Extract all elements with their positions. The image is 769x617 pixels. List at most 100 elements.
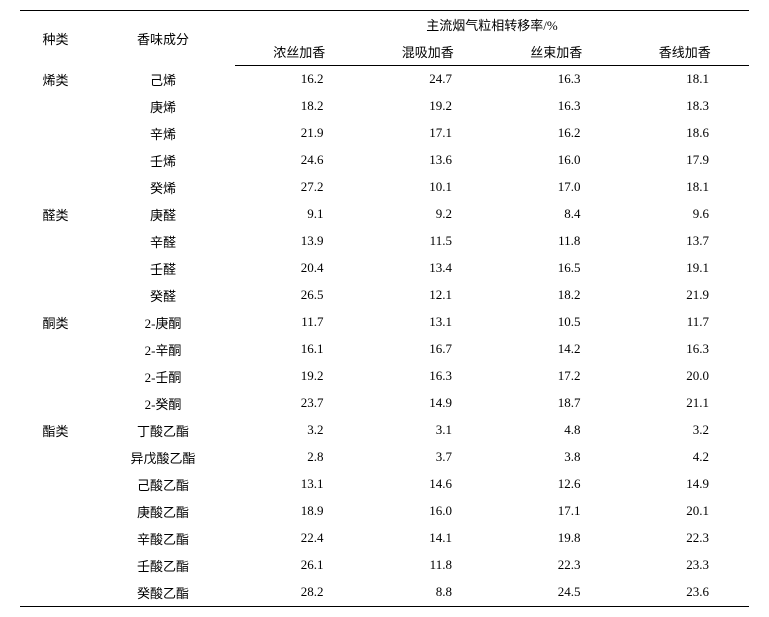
cell-v4: 4.2: [620, 444, 749, 471]
cell-v4: 20.0: [620, 363, 749, 390]
cell-v4: 21.1: [620, 390, 749, 417]
cell-v3: 8.4: [492, 201, 620, 228]
cell-v4: 22.3: [620, 525, 749, 552]
cell-v4: 16.3: [620, 336, 749, 363]
cell-v1: 13.1: [235, 471, 363, 498]
cell-v1: 18.2: [235, 93, 363, 120]
cell-v1: 16.1: [235, 336, 363, 363]
cell-category: 酯类: [20, 417, 91, 444]
table-row: 己酸乙酯13.114.612.614.9: [20, 471, 749, 498]
col-sub3-header: 丝束加香: [492, 38, 620, 66]
cell-v2: 14.9: [363, 390, 491, 417]
cell-v1: 2.8: [235, 444, 363, 471]
cell-v4: 18.1: [620, 66, 749, 93]
cell-v4: 14.9: [620, 471, 749, 498]
cell-v2: 14.6: [363, 471, 491, 498]
table-row: 庚烯18.219.216.318.3: [20, 93, 749, 120]
transfer-rate-table: 种类 香味成分 主流烟气粒相转移率/% 浓丝加香 混吸加香 丝束加香 香线加香 …: [20, 10, 749, 607]
cell-v1: 16.2: [235, 66, 363, 93]
table-row: 壬醛20.413.416.519.1: [20, 255, 749, 282]
cell-v4: 18.3: [620, 93, 749, 120]
cell-category: [20, 255, 91, 282]
cell-v4: 13.7: [620, 228, 749, 255]
cell-component: 2-壬酮: [91, 363, 235, 390]
cell-v4: 17.9: [620, 147, 749, 174]
cell-v2: 10.1: [363, 174, 491, 201]
cell-v3: 17.0: [492, 174, 620, 201]
table-row: 辛烯21.917.116.218.6: [20, 120, 749, 147]
cell-v2: 3.1: [363, 417, 491, 444]
cell-category: 烯类: [20, 66, 91, 93]
cell-category: [20, 552, 91, 579]
cell-v1: 18.9: [235, 498, 363, 525]
cell-v1: 19.2: [235, 363, 363, 390]
cell-v1: 3.2: [235, 417, 363, 444]
cell-component: 丁酸乙酯: [91, 417, 235, 444]
cell-component: 2-辛酮: [91, 336, 235, 363]
cell-v1: 24.6: [235, 147, 363, 174]
table-row: 2-癸酮23.714.918.721.1: [20, 390, 749, 417]
cell-category: [20, 174, 91, 201]
cell-category: [20, 390, 91, 417]
cell-v3: 12.6: [492, 471, 620, 498]
table-body: 烯类己烯16.224.716.318.1庚烯18.219.216.318.3辛烯…: [20, 66, 749, 607]
cell-v1: 21.9: [235, 120, 363, 147]
cell-v3: 17.2: [492, 363, 620, 390]
cell-category: [20, 228, 91, 255]
cell-component: 癸醛: [91, 282, 235, 309]
cell-v4: 18.6: [620, 120, 749, 147]
table-row: 2-辛酮16.116.714.216.3: [20, 336, 749, 363]
table-row: 烯类己烯16.224.716.318.1: [20, 66, 749, 93]
cell-component: 壬醛: [91, 255, 235, 282]
cell-v1: 9.1: [235, 201, 363, 228]
cell-v4: 20.1: [620, 498, 749, 525]
cell-category: [20, 120, 91, 147]
table-row: 异戊酸乙酯2.83.73.84.2: [20, 444, 749, 471]
col-sub4-header: 香线加香: [620, 38, 749, 66]
cell-v4: 3.2: [620, 417, 749, 444]
table-row: 壬烯24.613.616.017.9: [20, 147, 749, 174]
cell-v1: 11.7: [235, 309, 363, 336]
cell-v1: 26.5: [235, 282, 363, 309]
cell-component: 2-癸酮: [91, 390, 235, 417]
cell-v2: 16.3: [363, 363, 491, 390]
cell-v2: 16.0: [363, 498, 491, 525]
cell-v2: 13.1: [363, 309, 491, 336]
table-row: 酮类2-庚酮11.713.110.511.7: [20, 309, 749, 336]
cell-v4: 11.7: [620, 309, 749, 336]
cell-component: 壬酸乙酯: [91, 552, 235, 579]
col-group-header: 主流烟气粒相转移率/%: [235, 11, 749, 39]
cell-v3: 10.5: [492, 309, 620, 336]
cell-v1: 13.9: [235, 228, 363, 255]
cell-component: 壬烯: [91, 147, 235, 174]
col-sub2-header: 混吸加香: [363, 38, 491, 66]
cell-v2: 11.5: [363, 228, 491, 255]
cell-component: 庚烯: [91, 93, 235, 120]
table-row: 癸烯27.210.117.018.1: [20, 174, 749, 201]
cell-v1: 22.4: [235, 525, 363, 552]
cell-v3: 18.2: [492, 282, 620, 309]
cell-v3: 19.8: [492, 525, 620, 552]
cell-component: 辛醛: [91, 228, 235, 255]
table-row: 壬酸乙酯26.111.822.323.3: [20, 552, 749, 579]
table-row: 辛醛13.911.511.813.7: [20, 228, 749, 255]
cell-v2: 17.1: [363, 120, 491, 147]
cell-component: 己烯: [91, 66, 235, 93]
cell-category: [20, 147, 91, 174]
table-row: 2-壬酮19.216.317.220.0: [20, 363, 749, 390]
cell-v3: 11.8: [492, 228, 620, 255]
cell-v2: 16.7: [363, 336, 491, 363]
cell-category: [20, 282, 91, 309]
cell-v2: 13.4: [363, 255, 491, 282]
cell-v3: 18.7: [492, 390, 620, 417]
cell-v2: 14.1: [363, 525, 491, 552]
cell-component: 己酸乙酯: [91, 471, 235, 498]
cell-component: 2-庚酮: [91, 309, 235, 336]
table-row: 醛类庚醛9.19.28.49.6: [20, 201, 749, 228]
cell-v2: 3.7: [363, 444, 491, 471]
col-category-header: 种类: [20, 11, 91, 66]
cell-component: 癸烯: [91, 174, 235, 201]
cell-category: [20, 336, 91, 363]
cell-category: [20, 93, 91, 120]
cell-category: 醛类: [20, 201, 91, 228]
